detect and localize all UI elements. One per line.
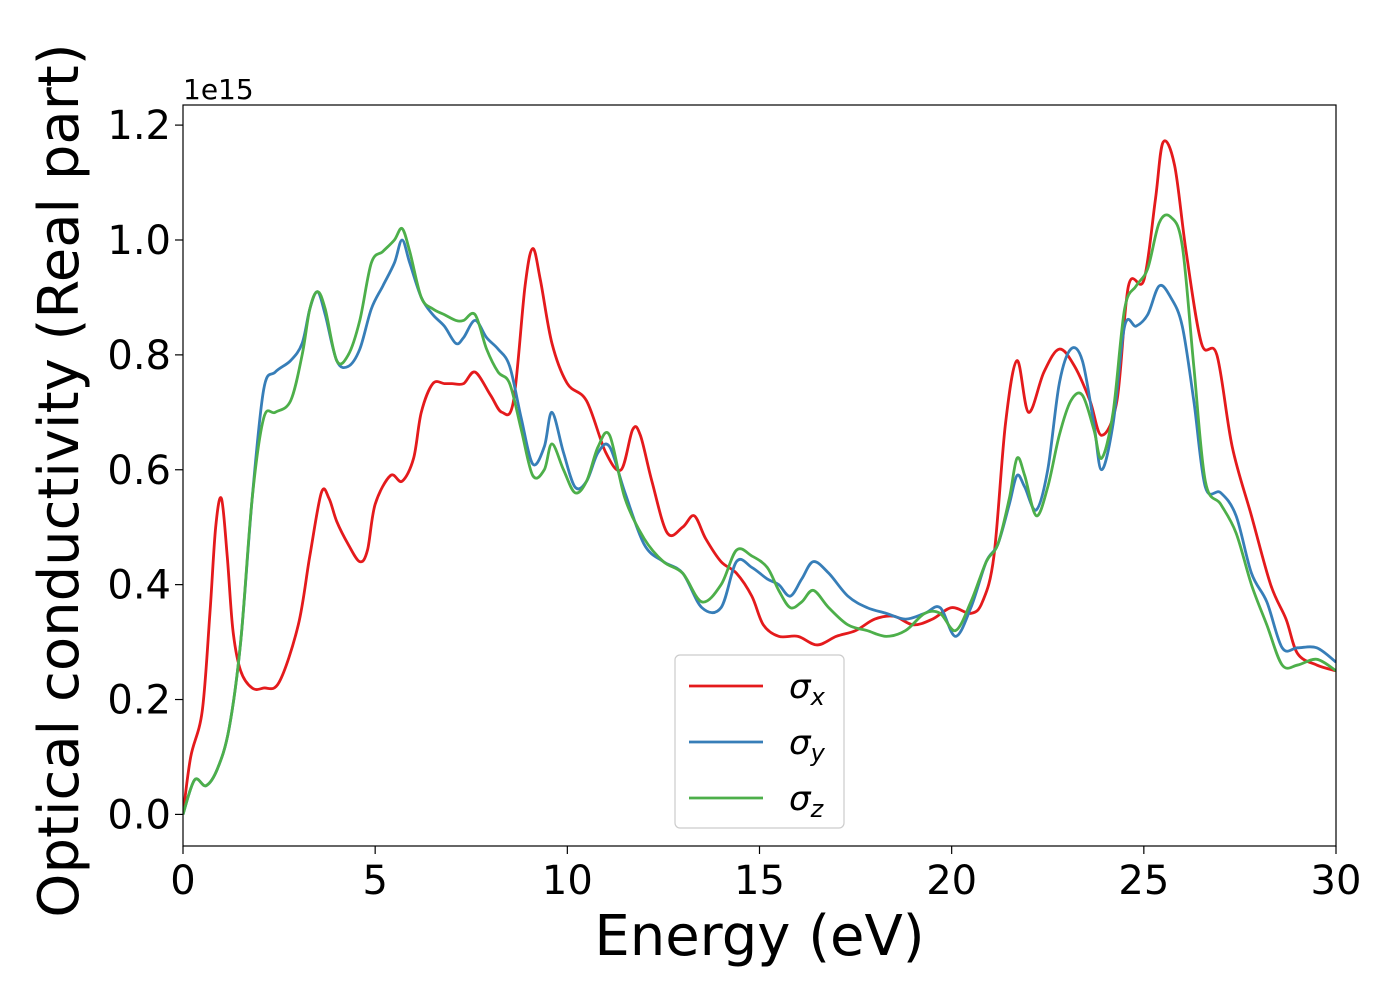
y-tick-label: 1.0 bbox=[107, 218, 171, 264]
y-tick-label: 1.2 bbox=[107, 103, 171, 149]
y-axis-offset-label: 1e15 bbox=[183, 73, 254, 106]
y-tick-label: 0.4 bbox=[107, 563, 171, 609]
tick-layer: 0 5 10 15 20 25 30 0.0 0.2 0.4 0.6 0.8 1.0 1.2 bbox=[107, 103, 1361, 904]
legend-label-y: σy bbox=[789, 723, 826, 767]
legend: σx σy σz bbox=[674, 654, 845, 829]
series-layer bbox=[183, 139, 1336, 815]
series-line-z bbox=[183, 213, 1336, 815]
legend-label-x: σx bbox=[789, 667, 826, 711]
legend-label-z: σz bbox=[789, 779, 825, 823]
y-axis-title: Optical conductivity (Real part) bbox=[27, 43, 92, 917]
y-tick-label: 0.2 bbox=[107, 678, 171, 724]
x-tick-label: 25 bbox=[1118, 858, 1169, 904]
y-tick-label: 0.8 bbox=[107, 333, 171, 379]
x-tick-label: 30 bbox=[1311, 858, 1362, 904]
x-tick-label: 20 bbox=[926, 858, 977, 904]
y-tick-label: 0.6 bbox=[107, 448, 171, 494]
x-tick-label: 5 bbox=[362, 858, 387, 904]
x-tick-label: 15 bbox=[734, 858, 785, 904]
x-axis-title: Energy (eV) bbox=[594, 904, 924, 969]
y-tick-label: 0.0 bbox=[107, 792, 171, 838]
x-tick-label: 0 bbox=[170, 858, 195, 904]
x-tick-label: 10 bbox=[542, 858, 593, 904]
series-line-x bbox=[183, 139, 1336, 815]
series-line-y bbox=[183, 238, 1336, 815]
